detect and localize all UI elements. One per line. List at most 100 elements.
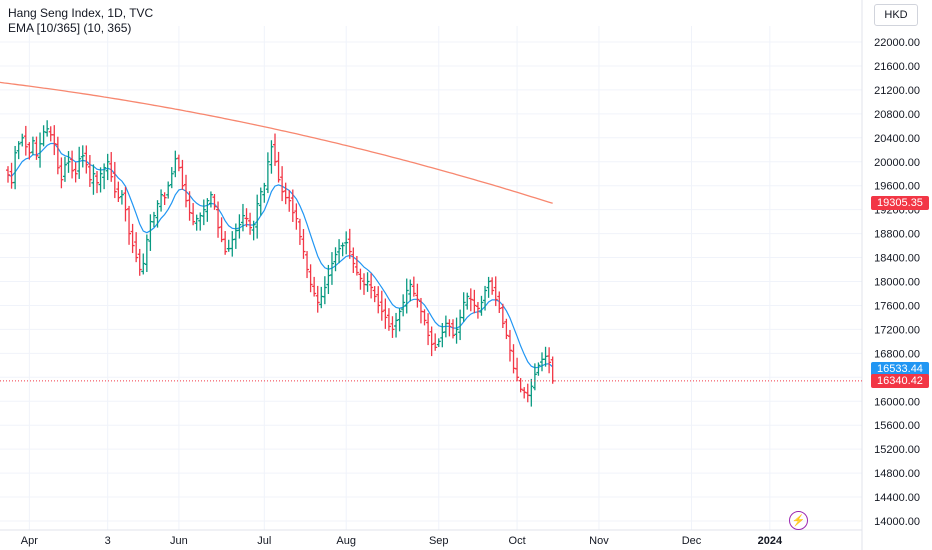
y-tick-label: 18800.00	[874, 229, 920, 241]
x-tick-label: 2024	[758, 535, 783, 547]
ohlc-bar	[112, 161, 117, 199]
ohlc-bar	[105, 153, 110, 181]
ohlc-bar	[372, 286, 377, 303]
ohlc-bar	[180, 159, 185, 190]
ohlc-bar	[354, 255, 359, 276]
ohlc-bar	[194, 214, 199, 231]
ohlc-bar	[141, 253, 146, 275]
ohlc-bar	[198, 212, 203, 231]
ema-365-line	[0, 81, 553, 204]
ohlc-bar	[305, 251, 310, 279]
ohlc-bar	[23, 125, 28, 156]
ohlc-bar	[166, 181, 171, 199]
ohlc-bar	[479, 295, 484, 316]
x-tick-label: Jun	[170, 535, 188, 547]
ohlc-bar	[109, 152, 114, 182]
ohlc-bar	[337, 239, 342, 264]
y-axis[interactable]: 22000.00 21600.00 21200.00 20800.00 20400.00…	[874, 37, 920, 528]
ohlc-bar	[52, 125, 57, 156]
x-tick-label: Aug	[336, 535, 356, 547]
ohlc-bar	[123, 186, 128, 222]
ohlc-bar	[237, 214, 242, 239]
ohlc-bar	[59, 157, 64, 189]
ohlc-bar	[322, 276, 327, 305]
ohlc-bar	[219, 217, 224, 243]
y-tick-label: 20000.00	[874, 157, 920, 169]
ohlc-bar	[297, 218, 302, 245]
lightning-icon[interactable]: ⚡	[789, 511, 808, 530]
ohlc-bar	[312, 276, 317, 297]
chart-legend: Hang Seng Index, 1D, TVC EMA [10/365] (1…	[8, 6, 153, 36]
ohlc-bar	[429, 326, 434, 357]
y-tick-label: 19600.00	[874, 181, 920, 193]
ohlc-bar	[408, 279, 413, 302]
ohlc-bar	[294, 203, 299, 230]
ohlc-bar	[315, 285, 320, 313]
ohlc-bar	[251, 220, 256, 241]
ema-365-path	[0, 81, 553, 204]
ohlc-bar	[95, 170, 99, 194]
ohlc-bar	[187, 191, 192, 221]
ohlc-bar	[248, 212, 253, 235]
ohlc-bar	[30, 136, 35, 155]
ohlc-bar	[144, 234, 149, 273]
ohlc-bar	[340, 242, 345, 257]
ohlc-bar	[454, 317, 459, 344]
ohlc-bar	[290, 189, 295, 222]
ohlc-bar	[240, 203, 245, 232]
y-tick-label: 14000.00	[874, 516, 920, 528]
y-tick-label: 21600.00	[874, 61, 920, 73]
ohlc-bar	[91, 164, 96, 195]
ohlc-bar	[130, 223, 135, 254]
x-axis[interactable]: Apr 3 Jun Jul Aug Sep Oct Nov Dec 2024	[21, 535, 783, 547]
ohlc-bar	[66, 151, 71, 173]
ohlc-bar	[16, 141, 21, 160]
ohlc-bar	[486, 276, 491, 298]
ohlc-bar	[155, 200, 160, 228]
ohlc-bar	[329, 252, 334, 285]
y-tick-label: 21200.00	[874, 85, 920, 97]
ohlc-bar	[504, 318, 509, 340]
ohlc-bar	[447, 319, 452, 337]
ohlc-bar	[127, 205, 132, 245]
last-price-tag: 16340.42	[871, 373, 929, 388]
ohlc-bar	[233, 223, 238, 249]
ohlc-bar	[465, 292, 470, 310]
ohlc-bar	[333, 247, 338, 272]
ohlc-bar	[515, 357, 520, 382]
ohlc-bar	[518, 378, 523, 393]
ohlc-bar	[308, 264, 313, 293]
ohlc-bar	[137, 248, 142, 276]
chart-title[interactable]: Hang Seng Index, 1D, TVC	[8, 6, 154, 20]
ohlc-bar	[362, 273, 366, 295]
ohlc-bar	[230, 231, 235, 257]
ohlc-bar	[148, 214, 153, 251]
ohlc-bar	[119, 190, 124, 205]
ohlc-bar	[461, 292, 466, 322]
ohlc-bar	[418, 297, 423, 324]
ohlc-bar	[48, 126, 53, 142]
ohlc-bar	[6, 166, 10, 183]
ohlc-bar	[351, 247, 356, 273]
ohlc-bar	[422, 309, 427, 326]
ema-10-line	[7, 142, 554, 369]
indicator-label[interactable]: EMA [10/365] (10, 365)	[8, 21, 132, 35]
y-tick-label: 15200.00	[874, 444, 920, 456]
ohlc-bar	[208, 191, 213, 208]
ohlc-bar	[265, 152, 270, 194]
x-tick-label: 3	[105, 535, 111, 547]
ohlc-bar	[500, 303, 505, 329]
currency-button[interactable]: HKD	[874, 4, 918, 26]
ohlc-bar	[116, 181, 121, 202]
y-tick-label: 15600.00	[874, 420, 920, 432]
ohlc-bar	[258, 187, 263, 216]
ohlc-bar	[151, 211, 156, 228]
ohlc-bar	[223, 231, 228, 255]
ema-365-price-tag: 19305.35	[871, 196, 929, 211]
ohlc-bar	[433, 333, 438, 351]
ohlc-bar	[468, 288, 473, 312]
y-tick-label: 20800.00	[874, 109, 920, 121]
ohlc-bar	[13, 145, 18, 190]
ohlc-bar	[45, 120, 50, 137]
